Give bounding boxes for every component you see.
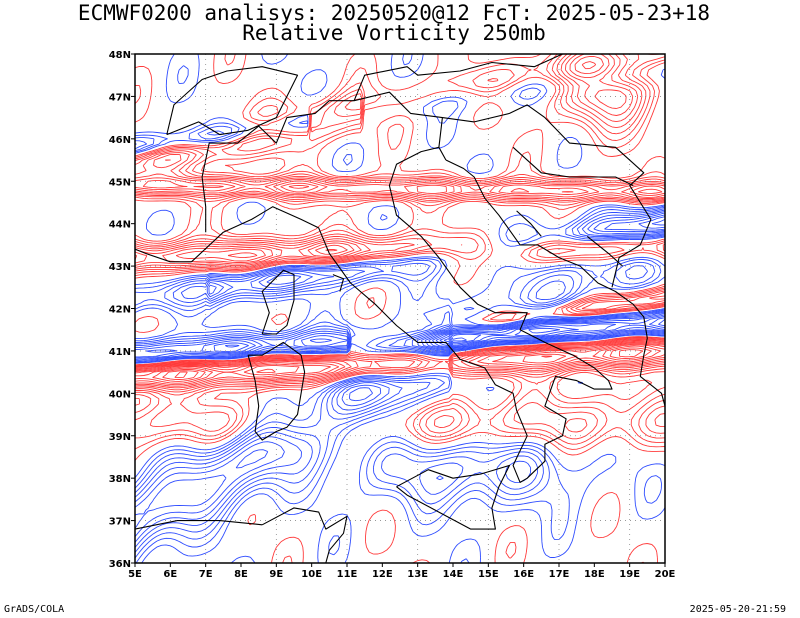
lon-tick-label: 12E xyxy=(372,569,393,580)
coastline-segment xyxy=(586,235,623,267)
lat-tick-label: 47N xyxy=(109,92,131,103)
lon-tick-label: 16E xyxy=(513,569,534,580)
negative-vorticity-contour xyxy=(225,218,665,348)
lon-tick-label: 19E xyxy=(619,569,640,580)
positive-vorticity-contour xyxy=(135,54,665,391)
vorticity-contours xyxy=(135,54,665,563)
positive-vorticity-contour xyxy=(135,54,665,434)
lat-tick-label: 41N xyxy=(109,347,131,358)
footer-timestamp: 2025-05-20-21:59 xyxy=(689,604,786,615)
positive-vorticity-contour xyxy=(174,371,188,379)
lat-tick-label: 44N xyxy=(109,220,131,231)
lon-tick-label: 20E xyxy=(655,569,676,580)
lon-tick-label: 14E xyxy=(443,569,464,580)
lat-tick-label: 46N xyxy=(109,135,131,146)
coastline-segment xyxy=(353,54,563,101)
lat-tick-label: 37N xyxy=(109,517,131,528)
coastline-segment xyxy=(135,248,192,263)
coastline-segment xyxy=(396,464,511,530)
negative-vorticity-contour xyxy=(135,54,665,563)
coastline-segment xyxy=(512,146,634,186)
coastline-segment xyxy=(166,66,299,136)
positive-vorticity-contour xyxy=(135,54,665,428)
footer-credit: GrADS/COLA xyxy=(4,604,65,615)
lon-tick-label: 13E xyxy=(407,569,428,580)
coastline-segment xyxy=(445,159,665,407)
lat-tick-label: 38N xyxy=(109,474,131,485)
lon-tick-label: 8E xyxy=(234,569,248,580)
lat-tick-label: 40N xyxy=(109,389,131,400)
lon-tick-label: 6E xyxy=(163,569,177,580)
coastline-segment xyxy=(442,104,652,288)
lat-tick-label: 48N xyxy=(109,50,131,61)
coastline-segment xyxy=(332,274,345,292)
coastline-segment xyxy=(516,210,542,237)
negative-vorticity-contour xyxy=(135,212,665,538)
chart-title: ECMWF0200 analisys: 20250520@12 FcT: 202… xyxy=(77,1,711,25)
lon-tick-label: 9E xyxy=(269,569,283,580)
lat-tick-label: 43N xyxy=(109,262,131,273)
lat-tick-label: 45N xyxy=(109,177,131,188)
positive-vorticity-contour xyxy=(152,347,652,382)
coastline-segment xyxy=(261,507,348,563)
coastline-segment xyxy=(135,520,263,530)
positive-vorticity-contour xyxy=(135,54,665,445)
lon-tick-label: 7E xyxy=(199,569,213,580)
positive-vorticity-contour xyxy=(135,55,665,387)
lon-tick-label: 15E xyxy=(478,569,499,580)
lon-tick-label: 11E xyxy=(337,569,358,580)
positive-vorticity-contour xyxy=(135,61,665,386)
coastline-segment xyxy=(201,91,443,233)
lat-tick-label: 36N xyxy=(109,559,131,570)
coastlines-borders xyxy=(135,54,665,563)
coastline-segment xyxy=(247,341,306,441)
lon-tick-label: 10E xyxy=(301,569,322,580)
positive-vorticity-contour xyxy=(135,345,662,384)
lon-tick-label: 17E xyxy=(549,569,570,580)
positive-vorticity-contour xyxy=(162,349,644,380)
lon-tick-label: 5E xyxy=(128,569,142,580)
positive-vorticity-contour xyxy=(135,54,665,563)
longitude-labels: 5E 6E 7E 8E 9E 10E 11E 12E 13E 14E 15E 16E 17E 18E 19E… xyxy=(128,563,676,580)
coastline-segment xyxy=(191,146,613,483)
coastline-segment xyxy=(261,269,295,335)
negative-vorticity-contour xyxy=(135,214,665,529)
chart-subtitle: Relative Vorticity 250mb xyxy=(242,21,546,45)
latitude-labels: 36N 37N 38N 39N 40N 41N 42N 43N 44N 45N 46N 47N 48N xyxy=(109,50,135,570)
lat-lon-grid xyxy=(135,54,665,563)
positive-vorticity-contour xyxy=(135,54,665,563)
lat-tick-label: 39N xyxy=(109,432,131,443)
lat-tick-label: 42N xyxy=(109,305,131,316)
lon-tick-label: 18E xyxy=(584,569,605,580)
negative-vorticity-contour xyxy=(443,338,450,343)
